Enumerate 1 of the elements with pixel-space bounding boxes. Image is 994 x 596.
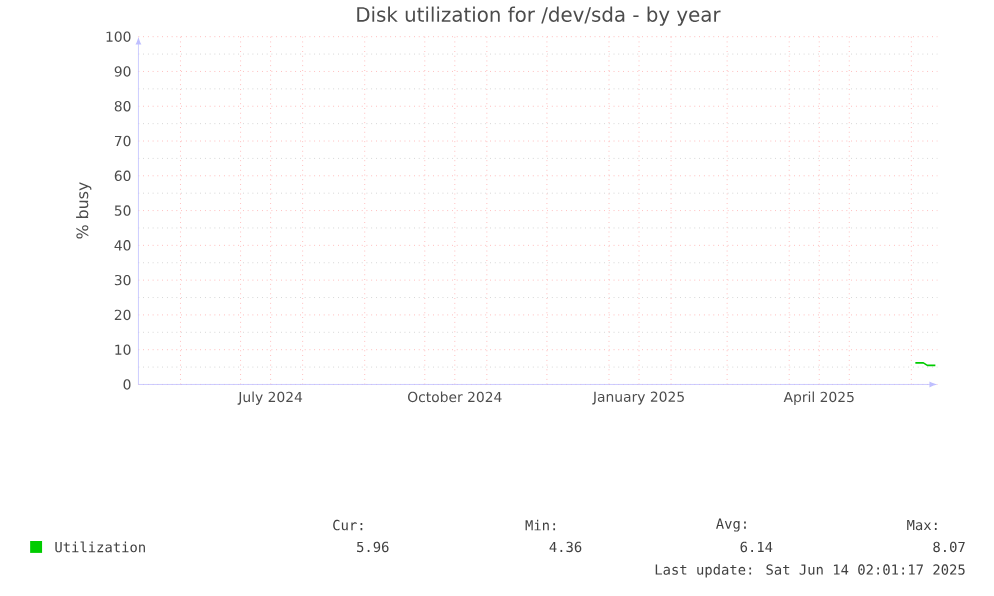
chart-title: Disk utilization for /dev/sda - by year: [357, 6, 721, 26]
